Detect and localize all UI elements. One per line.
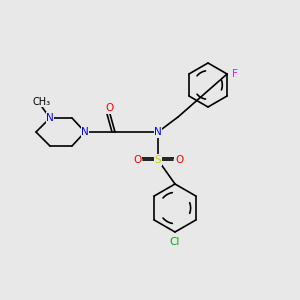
Text: S: S xyxy=(155,155,161,165)
Text: O: O xyxy=(175,155,183,165)
Text: F: F xyxy=(232,69,238,79)
Text: Cl: Cl xyxy=(170,237,180,247)
Text: CH₃: CH₃ xyxy=(33,97,51,107)
Text: N: N xyxy=(46,113,54,123)
Text: O: O xyxy=(133,155,141,165)
Text: N: N xyxy=(154,127,162,137)
Text: N: N xyxy=(81,127,89,137)
Text: O: O xyxy=(106,103,114,113)
